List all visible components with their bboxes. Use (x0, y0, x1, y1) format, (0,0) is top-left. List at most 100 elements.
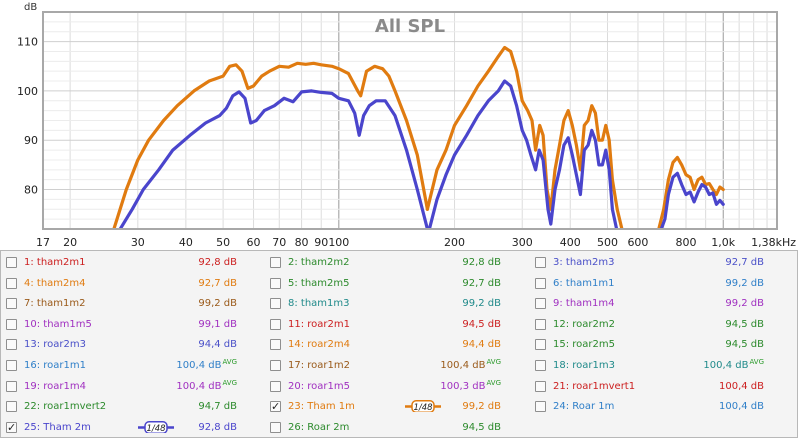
legend-item[interactable]: 8: tham1m3 99,2 dB (265, 294, 501, 314)
legend-item[interactable]: 18: roar1m3 100,4 dBAVG (530, 356, 764, 376)
y-tick-label: 90 (24, 134, 38, 147)
checkbox[interactable] (270, 421, 281, 433)
checkbox-checked[interactable]: ✓ (6, 420, 17, 434)
legend-item-label: 13: roar2m3 (24, 339, 86, 351)
measurement-legend: 1: tham2m1 92,8 dB 2: tham2m2 92,8 dB 3: tha… (0, 250, 798, 438)
legend-item-value: 100,4 dB (719, 401, 764, 412)
checkbox[interactable] (270, 318, 281, 330)
legend-item[interactable]: 12: roar2m2 94,5 dB (530, 315, 764, 335)
checkbox[interactable] (6, 298, 17, 310)
legend-item-label: 1: tham2m1 (24, 257, 86, 268)
legend-item-label: 20: roar1m5 (288, 380, 350, 392)
checkbox[interactable] (535, 298, 546, 310)
value-text: 94,5 dB (462, 421, 501, 433)
value-text: 94,7 dB (198, 401, 237, 413)
legend-item-label: 5: tham2m5 (288, 277, 350, 289)
legend-item[interactable]: ✓ 25: Tham 2m 1/48 92,8 dB (1, 418, 237, 438)
legend-item-value: 94,7 dB (198, 401, 237, 412)
checkbox[interactable] (6, 360, 17, 371)
legend-item[interactable]: 5: tham2m5 92,7 dB (265, 274, 501, 294)
legend-item[interactable]: 22: roar1mvert2 94,7 dB (1, 397, 237, 417)
value-text: 99,2 dB (725, 277, 764, 289)
legend-item[interactable]: 20: roar1m5 100,3 dBAVG (265, 377, 501, 397)
legend-item[interactable]: 11: roar2m1 94,5 dB (265, 315, 501, 335)
legend-item[interactable]: 17: roar1m2 100,4 dBAVG (265, 356, 501, 376)
checkbox[interactable] (535, 318, 546, 330)
legend-item-value: 100,4 dBAVG (440, 358, 501, 371)
value-text: 99,2 dB (462, 401, 501, 413)
value-text: 92,8 dB (462, 257, 501, 268)
legend-item[interactable]: 10: tham1m5 99,1 dB (1, 315, 237, 335)
legend-item[interactable]: 13: roar2m3 94,4 dB (1, 335, 237, 355)
value-text: 99,1 dB (198, 318, 237, 330)
legend-item[interactable]: 19: roar1m4 100,4 dBAVG (1, 377, 237, 397)
legend-item-label: 24: Roar 1m (553, 401, 615, 413)
legend-item-label: 23: Tham 1m (288, 401, 355, 413)
checkbox[interactable] (270, 380, 281, 392)
legend-item-value: 100,4 dBAVG (176, 358, 237, 371)
legend-item[interactable]: 15: roar2m5 94,5 dB (530, 335, 764, 355)
legend-item[interactable]: 16: roar1m1 100,4 dBAVG (1, 356, 237, 376)
spl-chart[interactable]: All SPL dB 80 90 100 110 17 20 30 40 50 60 70 80 90 100… (0, 0, 800, 250)
value-text: 100,4 dB (718, 401, 764, 413)
legend-item-value: 100,4 dB (719, 381, 764, 392)
legend-row: 22: roar1mvert2 94,7 dB ✓ 23: Tham 1m 1/48 99… (1, 397, 797, 417)
checkbox[interactable] (270, 339, 281, 351)
legend-item[interactable]: 2: tham2m2 92,8 dB (265, 253, 501, 273)
checkbox[interactable] (6, 277, 17, 289)
legend-item[interactable]: ✓ 23: Tham 1m 1/48 99,2 dB (265, 397, 501, 417)
checkbox[interactable] (6, 401, 17, 413)
checkbox-checked[interactable]: ✓ (270, 400, 281, 414)
checkbox[interactable] (6, 380, 17, 392)
smoothing-icon[interactable]: 1/48 (138, 420, 174, 433)
checkbox[interactable] (535, 339, 546, 351)
legend-item[interactable]: 14: roar2m4 94,4 dB (265, 335, 501, 355)
checkbox[interactable] (535, 257, 546, 268)
checkbox[interactable] (535, 277, 546, 289)
legend-item[interactable]: 1: tham2m1 92,8 dB (1, 253, 237, 273)
checkbox[interactable] (6, 339, 17, 351)
checkbox[interactable] (535, 380, 546, 392)
legend-item-label: 2: tham2m2 (288, 257, 350, 268)
checkbox[interactable] (270, 277, 281, 289)
legend-item-value: 99,2 dB (725, 298, 764, 309)
legend-row: ✓ 25: Tham 2m 1/48 92,8 dB 26: Roar 2m 94,5 d… (1, 418, 797, 438)
value-text: 94,4 dB (462, 339, 501, 351)
legend-item-value: 94,5 dB (462, 319, 501, 330)
legend-item[interactable]: 26: Roar 2m 94,5 dB (265, 418, 501, 438)
value-text: 99,2 dB (725, 298, 764, 310)
legend-item-value: 94,5 dB (462, 422, 501, 433)
legend-item-label: 4: tham2m4 (24, 277, 86, 289)
legend-item[interactable]: 24: Roar 1m 100,4 dB (530, 397, 764, 417)
y-tick-label: 110 (17, 36, 38, 49)
legend-item[interactable]: 9: tham1m4 99,2 dB (530, 294, 764, 314)
x-tick-label: 60 (247, 236, 261, 249)
x-tick-label: 800 (675, 236, 696, 249)
checkbox[interactable] (270, 257, 281, 268)
legend-item[interactable]: 21: roar1mvert1 100,4 dB (530, 377, 764, 397)
legend-item-value: 99,2 dB (462, 298, 501, 309)
x-tick-label: 1,38kHz (751, 236, 796, 249)
y-tick-label: 80 (24, 184, 38, 197)
value-text: 94,5 dB (462, 318, 501, 330)
value-text: 92,8 dB (198, 421, 237, 433)
checkbox[interactable] (535, 401, 546, 413)
x-tick-label: 20 (63, 236, 77, 249)
checkbox[interactable] (270, 360, 281, 371)
legend-item-value: 94,5 dB (725, 339, 764, 350)
checkbox[interactable] (270, 298, 281, 310)
legend-item[interactable]: 7: tham1m2 99,2 dB (1, 294, 237, 314)
legend-item-value: 92,8 dB (462, 257, 501, 268)
series-line-tham-2m (118, 89, 429, 228)
series-line-tham-1m (112, 61, 429, 228)
checkbox[interactable] (6, 318, 17, 330)
legend-row: 16: roar1m1 100,4 dBAVG 17: roar1m2 100,4 d… (1, 356, 797, 376)
series-line-tham-2m (428, 79, 619, 228)
checkbox[interactable] (6, 257, 17, 268)
legend-item[interactable]: 3: tham2m3 92,7 dB (530, 253, 764, 273)
smoothing-icon[interactable]: 1/48 (405, 400, 441, 413)
legend-item[interactable]: 4: tham2m4 92,7 dB (1, 274, 237, 294)
checkbox[interactable] (535, 360, 546, 371)
legend-item[interactable]: 6: tham1m1 99,2 dB (530, 274, 764, 294)
